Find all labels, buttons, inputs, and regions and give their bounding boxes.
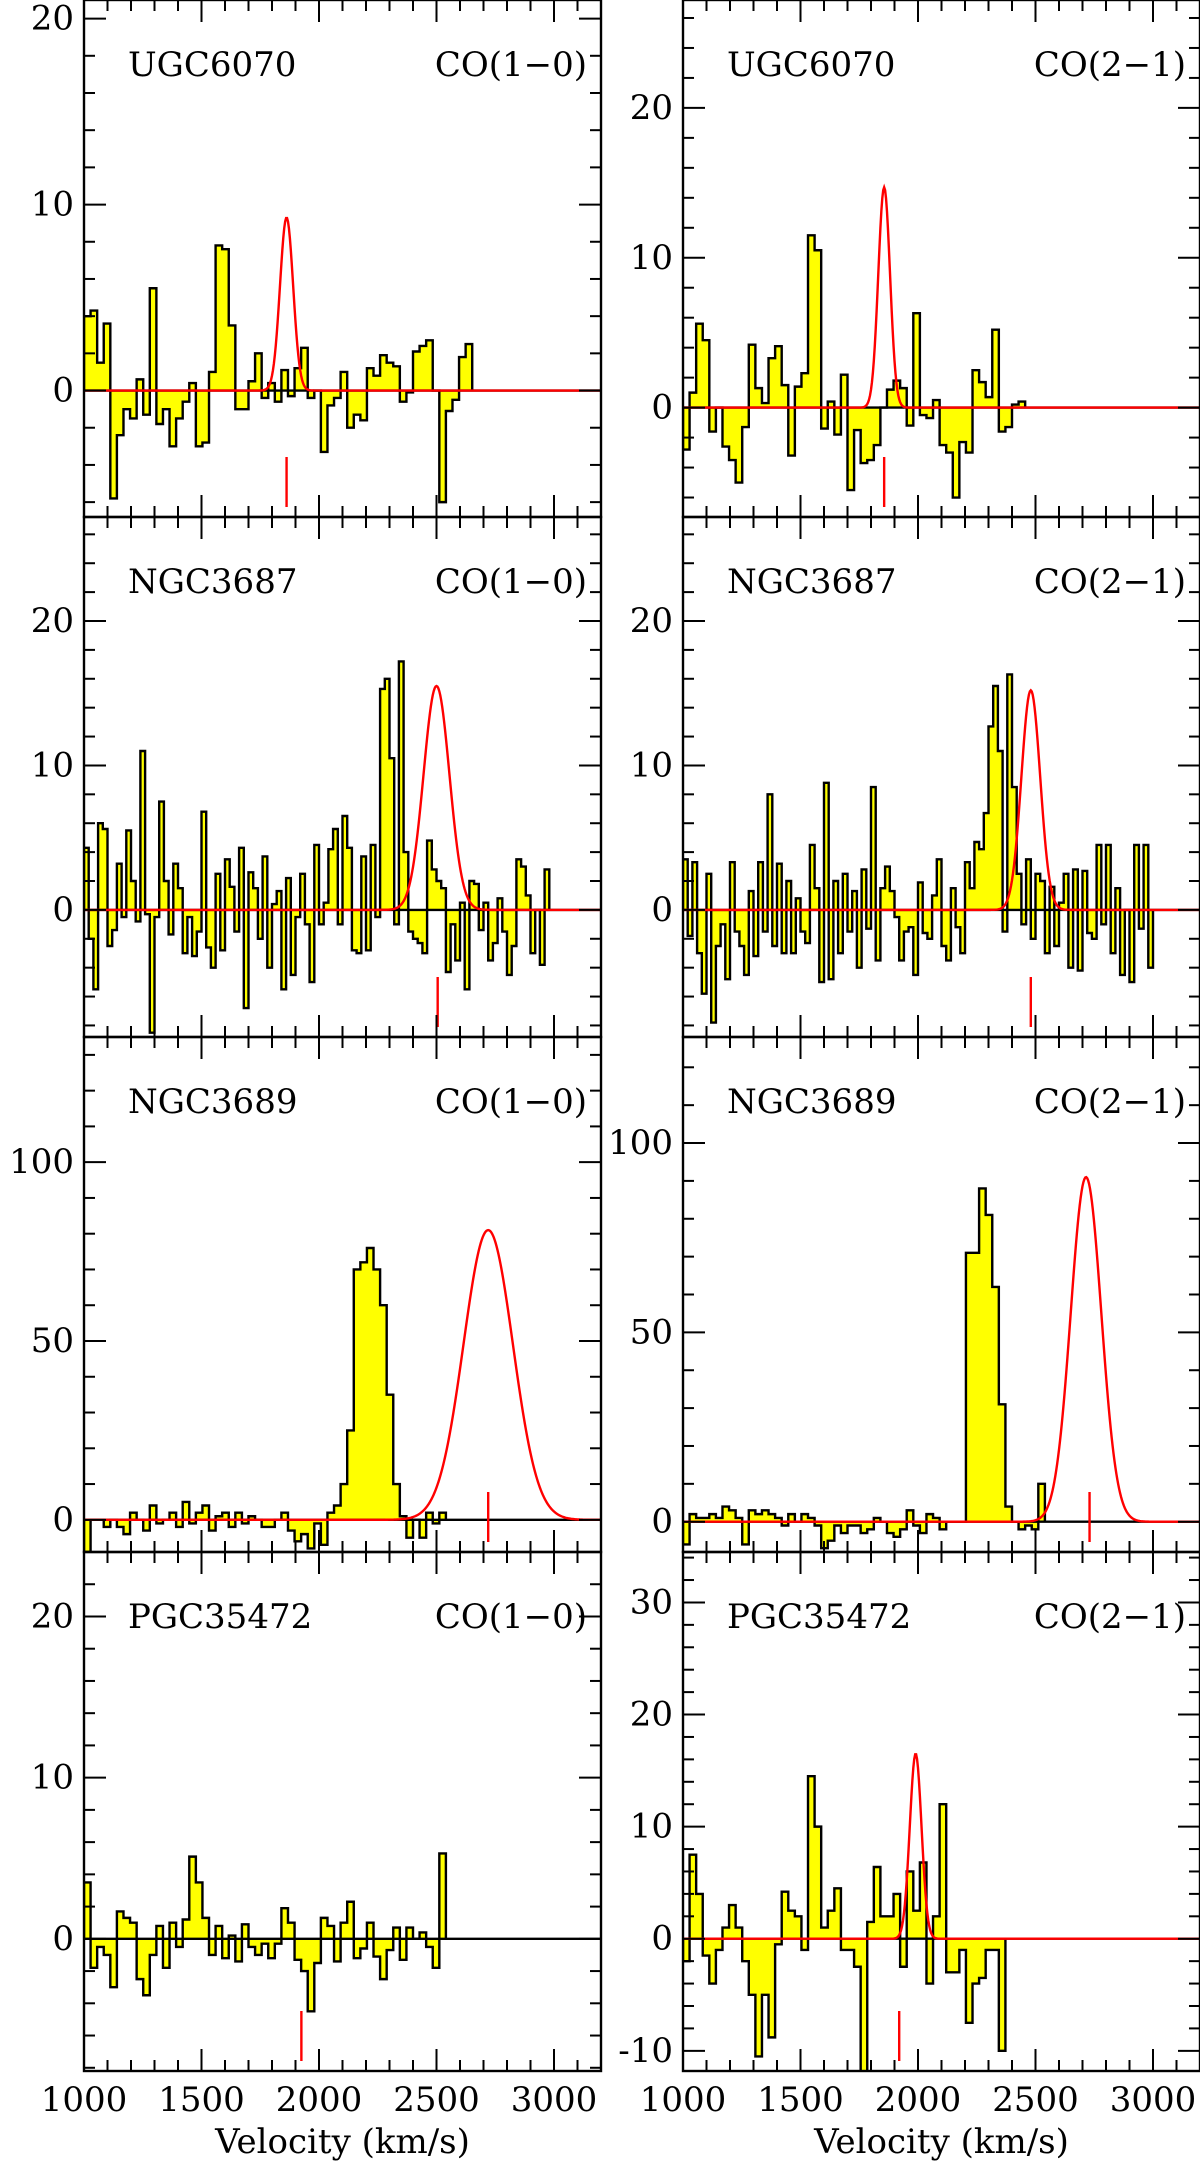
y-tick-label: 20 (31, 601, 74, 641)
x-axis-title: Velocity (km/s) (214, 2122, 470, 2162)
y-tick-label: 20 (630, 88, 673, 128)
panel-pgc35472-co10: 0 10 20 PGC35472 CO(1−0) 1000 1500 2000 2500 3000… (31, 1550, 603, 2162)
plot-area (84, 660, 601, 1034)
y-tick-label: 10 (630, 238, 673, 278)
spectrum-fill (683, 1776, 1006, 2071)
y-tick-label: 20 (630, 1695, 673, 1735)
spectrum-fill (84, 1248, 446, 1552)
y-tick-label: 100 (9, 1142, 74, 1182)
panel-ngc3687-co21: 0 10 20 NGC3687 CO(2−1) (630, 515, 1200, 1039)
y-tick-label: 0 (52, 371, 74, 411)
y-tick-label: 0 (52, 890, 74, 930)
y-tick-label: 20 (31, 1596, 74, 1636)
plot-area (84, 1852, 601, 2061)
y-tick-label: 10 (31, 745, 74, 785)
x-tick-label: 1500 (158, 2080, 245, 2120)
panel-ngc3689-co10: 0 50 100 NGC3689 CO(1−0) (9, 1035, 603, 1554)
y-tick-label: 100 (608, 1123, 673, 1163)
gaussian-fit (683, 1753, 1200, 1940)
spectrum-fill (84, 1853, 446, 2012)
galaxy-label: NGC3689 (128, 1082, 297, 1122)
panel-ngc3687-co10: 0 10 20 NGC3687 CO(1−0) (31, 515, 603, 1039)
y-tick-label: 0 (651, 1502, 673, 1542)
transition-label: CO(2−1) (1034, 1082, 1186, 1122)
transition-label: CO(2−1) (1034, 1597, 1186, 1637)
plot-area (683, 1175, 1200, 1550)
y-tick-label: 0 (651, 1919, 673, 1959)
galaxy-label: NGC3687 (727, 562, 896, 602)
gaussian-fit (683, 1175, 1200, 1523)
y-tick-label: 10 (630, 745, 673, 785)
y-tick-label: 50 (31, 1321, 74, 1361)
gaussian-fit (84, 684, 601, 912)
y-tick-label: 10 (630, 1807, 673, 1847)
gaussian-fit (683, 183, 1200, 409)
gaussian-fit (84, 1228, 601, 1522)
spectrum-histogram (84, 1852, 448, 2013)
spectrum-fill (84, 661, 550, 1033)
y-tick-label: 10 (31, 1758, 74, 1798)
galaxy-label: PGC35472 (128, 1597, 312, 1637)
spectrum-histogram (683, 234, 1027, 499)
transition-label: CO(1−0) (435, 1082, 587, 1122)
panel-ngc3689-co21: 0 50 100 NGC3689 CO(2−1) (608, 1035, 1200, 1554)
transition-label: CO(1−0) (435, 45, 587, 85)
y-tick-label: 0 (52, 1500, 74, 1540)
y-tick-label: 20 (630, 601, 673, 641)
panel-pgc35472-co21: -10 0 10 20 30 PGC35472 CO(2−1) 1000 1500 2000 250… (618, 1550, 1200, 2162)
spectrum-histogram (683, 1187, 1047, 1550)
x-tick-label: 1000 (41, 2080, 128, 2120)
galaxy-label: UGC6070 (727, 45, 895, 85)
y-tick-label: 30 (630, 1582, 673, 1622)
y-tick-label: 20 (31, 0, 74, 39)
y-tick-label: -10 (618, 2031, 673, 2071)
x-tick-label: 1500 (757, 2080, 844, 2120)
panel-ugc6070-co10: 0 10 20 UGC6070 CO(1−0) (31, 0, 603, 519)
galaxy-label: UGC6070 (128, 45, 296, 85)
y-tick-label: 0 (651, 890, 673, 930)
galaxy-label: NGC3689 (727, 1082, 896, 1122)
x-tick-label: 3000 (1110, 2080, 1197, 2120)
spectrum-fill (683, 1188, 1045, 1549)
x-tick-label: 2000 (276, 2080, 363, 2120)
plot-area (84, 216, 601, 507)
spectrum-histogram (84, 1246, 448, 1552)
plot-area (683, 1753, 1200, 2071)
spectrum-fill (84, 245, 473, 503)
galaxy-label: PGC35472 (727, 1597, 911, 1637)
panel-ugc6070-co21: 0 10 20 UGC6070 CO(2−1) (630, 0, 1200, 519)
y-tick-label: 50 (630, 1312, 673, 1352)
y-tick-label: 0 (52, 1919, 74, 1959)
galaxy-label: NGC3687 (128, 562, 297, 602)
x-tick-label: 3000 (511, 2080, 598, 2120)
transition-label: CO(2−1) (1034, 45, 1186, 85)
plot-area (683, 183, 1200, 507)
x-tick-label: 1000 (640, 2080, 727, 2120)
transition-label: CO(1−0) (435, 562, 587, 602)
x-tick-label: 2000 (875, 2080, 962, 2120)
x-tick-label: 2500 (992, 2080, 1079, 2120)
gaussian-fit (683, 688, 1200, 912)
spectrum-histogram (683, 673, 1155, 1024)
x-tick-label: 2500 (393, 2080, 480, 2120)
gaussian-fit (84, 216, 601, 392)
y-tick-label: 0 (651, 388, 673, 428)
spectrum-histogram (84, 244, 474, 504)
transition-label: CO(1−0) (435, 1597, 587, 1637)
spectrum-histogram (683, 1774, 1007, 2071)
plot-area (84, 1228, 601, 1552)
transition-label: CO(2−1) (1034, 562, 1186, 602)
y-tick-label: 10 (31, 185, 74, 225)
plot-area (683, 673, 1200, 1027)
x-axis-title: Velocity (km/s) (813, 2122, 1069, 2162)
spectrum-histogram (84, 660, 551, 1034)
